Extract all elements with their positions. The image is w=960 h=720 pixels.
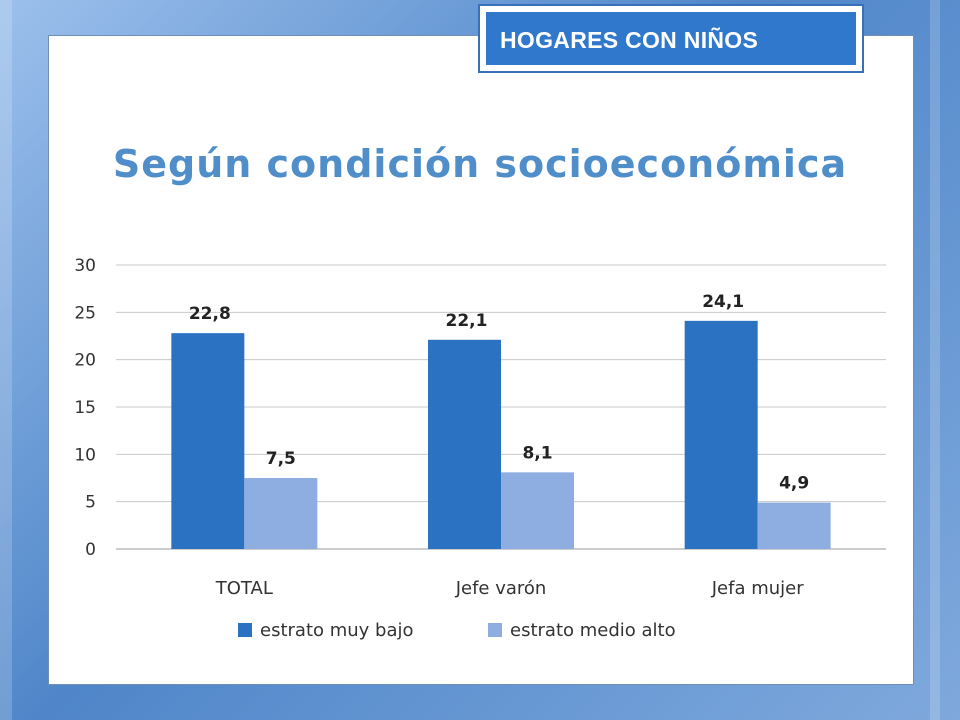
bar (757, 502, 831, 549)
y-tick-label: 30 (74, 256, 96, 276)
y-axis-ticks: 0 5 10 15 20 25 30 (74, 256, 96, 560)
slide-title: Según condición socioeconómica (112, 142, 848, 186)
y-tick-label: 10 (74, 445, 96, 465)
legend-swatch (238, 623, 252, 637)
bar (684, 320, 758, 549)
x-category-label: TOTAL (215, 578, 273, 599)
data-label: 4,9 (779, 474, 809, 494)
data-label: 22,1 (446, 311, 488, 331)
background-stripe (930, 0, 940, 720)
bar (501, 472, 574, 549)
data-label: 8,1 (522, 443, 552, 463)
y-tick-label: 25 (74, 303, 96, 323)
y-tick-label: 0 (85, 540, 96, 560)
y-tick-label: 20 (74, 351, 96, 371)
chart-bars (171, 320, 831, 549)
y-tick-label: 15 (74, 398, 96, 418)
x-category-label: Jefa mujer (711, 578, 804, 599)
section-tag: HOGARES CON NIÑOS (478, 4, 864, 73)
data-labels: 22,8 7,5 22,1 8,1 24,1 4,9 (189, 292, 809, 494)
background-stripe (0, 0, 12, 720)
y-tick-label: 5 (85, 493, 96, 513)
bar (428, 339, 501, 549)
x-axis-categories: TOTAL Jefe varón Jefa mujer (215, 578, 804, 599)
legend-swatch (488, 623, 502, 637)
legend-label: estrato muy bajo (260, 620, 414, 641)
data-label: 24,1 (702, 292, 744, 312)
legend-label: estrato medio alto (510, 620, 676, 641)
data-label: 7,5 (266, 449, 296, 469)
x-category-label: Jefe varón (455, 578, 547, 599)
bar (171, 333, 245, 549)
section-tag-label: HOGARES CON NIÑOS (486, 12, 856, 65)
chart-legend: estrato muy bajo estrato medio alto (238, 620, 676, 641)
bar (244, 478, 318, 549)
data-label: 22,8 (189, 304, 231, 324)
